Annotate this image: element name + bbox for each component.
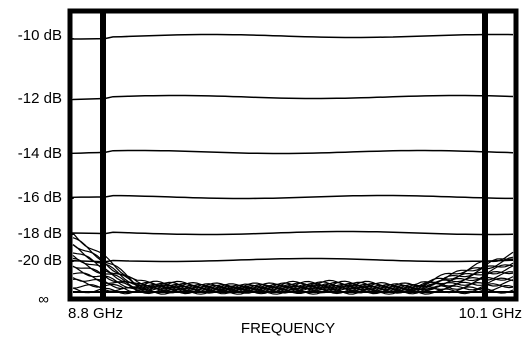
- noise-strand: [72, 287, 514, 295]
- plot-frame: [67, 8, 519, 302]
- trace-line: [72, 230, 514, 236]
- noise-strand: [72, 232, 514, 289]
- y-tick-label: -14 dB: [18, 145, 62, 162]
- x-axis-labels: 8.8 GHz 10.1 GHz: [68, 305, 522, 322]
- y-tick-label: -16 dB: [18, 189, 62, 206]
- trace-line: [72, 33, 514, 40]
- y-tick-label: ∞: [38, 291, 49, 308]
- traces: [72, 33, 514, 263]
- x-tick-label: 10.1 GHz: [459, 305, 522, 322]
- noise-strand: [72, 254, 514, 292]
- trace-line: [72, 257, 514, 263]
- noise-floor: [72, 232, 514, 295]
- trace-line: [72, 149, 514, 155]
- x-axis-title: FREQUENCY: [241, 320, 335, 337]
- y-tick-label: -18 dB: [18, 225, 62, 242]
- x-tick-label: 8.8 GHz: [68, 305, 123, 322]
- y-tick-label: -12 dB: [18, 90, 62, 107]
- y-axis-labels: -10 dB -12 dB -14 dB -16 dB -18 dB -20 dB ∞: [18, 27, 62, 308]
- marker-line-8.8ghz: [100, 11, 106, 299]
- trace-line: [72, 194, 513, 200]
- trace-line: [72, 94, 514, 101]
- y-tick-label: -10 dB: [18, 27, 62, 44]
- marker-line-10.1ghz: [482, 11, 488, 299]
- y-tick-label: -20 dB: [18, 252, 62, 269]
